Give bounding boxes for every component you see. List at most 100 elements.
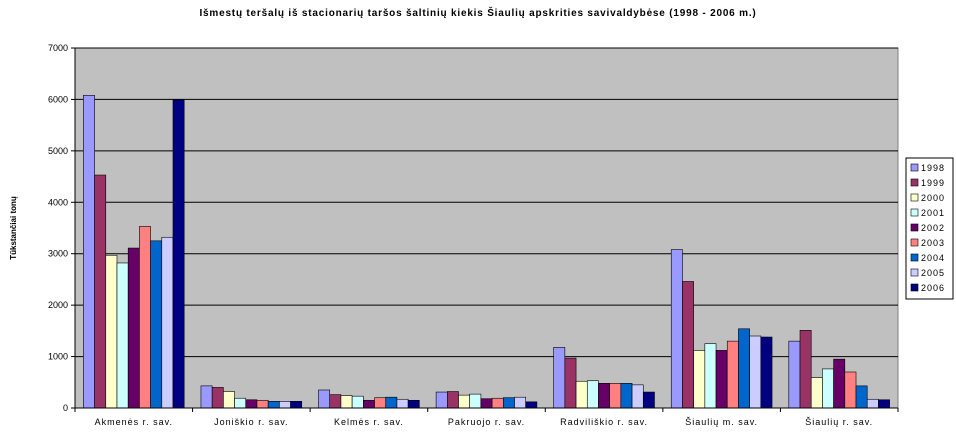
bar bbox=[127, 247, 140, 409]
legend-swatch bbox=[910, 223, 919, 232]
legend-label: 2001 bbox=[921, 208, 945, 218]
y-tick-label: 2000 bbox=[48, 300, 68, 310]
x-tick-label: Šiaulių m. sav. bbox=[685, 417, 758, 427]
y-tick-label: 5000 bbox=[48, 146, 68, 156]
bar bbox=[704, 343, 717, 409]
legend-swatch bbox=[910, 283, 919, 292]
legend-label: 2005 bbox=[921, 268, 945, 278]
legend-label: 1998 bbox=[921, 163, 945, 173]
bar bbox=[480, 398, 493, 409]
x-tick-label: Akmenės r. sav. bbox=[95, 417, 173, 427]
bar bbox=[620, 383, 633, 409]
bar bbox=[738, 328, 750, 409]
bar bbox=[598, 383, 610, 409]
bar bbox=[458, 394, 470, 409]
bar bbox=[351, 395, 364, 409]
bar bbox=[833, 358, 846, 409]
bar bbox=[715, 350, 728, 409]
legend-label: 2003 bbox=[921, 238, 945, 248]
bar bbox=[564, 357, 577, 409]
bar bbox=[553, 347, 566, 409]
bar bbox=[234, 397, 247, 409]
bar bbox=[878, 399, 890, 409]
bar bbox=[318, 389, 331, 409]
bar bbox=[575, 380, 588, 409]
bar bbox=[810, 377, 823, 409]
bar bbox=[799, 330, 812, 409]
bar bbox=[290, 401, 303, 409]
legend-swatch bbox=[910, 253, 919, 262]
bar bbox=[245, 399, 258, 409]
bar bbox=[502, 397, 515, 409]
bar bbox=[374, 397, 387, 409]
bar bbox=[609, 383, 622, 409]
legend-label: 2004 bbox=[921, 253, 945, 263]
y-tick-label: 6000 bbox=[48, 94, 68, 104]
bar bbox=[670, 249, 683, 409]
chart-title: Išmestų teršalų iš stacionarių taršos ša… bbox=[199, 6, 756, 19]
legend-label: 2000 bbox=[921, 193, 945, 203]
bar bbox=[760, 336, 773, 409]
legend-swatch bbox=[910, 178, 919, 187]
bar bbox=[726, 340, 739, 409]
bar bbox=[749, 335, 762, 409]
bar bbox=[105, 254, 118, 409]
bar bbox=[435, 391, 448, 409]
x-tick-label: Radviliškio r. sav. bbox=[560, 417, 648, 427]
x-tick-label: Šiaulių r. sav. bbox=[805, 417, 873, 427]
bar bbox=[693, 350, 706, 409]
legend-label: 2006 bbox=[921, 283, 945, 293]
legend-swatch bbox=[910, 163, 919, 172]
bar bbox=[363, 399, 375, 409]
bar bbox=[631, 384, 644, 409]
x-tick-label: Kelmės r. sav. bbox=[334, 417, 404, 427]
legend-swatch bbox=[910, 238, 919, 247]
bar bbox=[396, 398, 409, 409]
bar bbox=[866, 398, 879, 409]
bar bbox=[150, 240, 163, 409]
bar bbox=[279, 401, 291, 409]
y-tick-label: 3000 bbox=[48, 249, 68, 259]
legend-swatch bbox=[910, 208, 919, 217]
legend-swatch bbox=[910, 193, 919, 202]
axes: 0 1000 2000 3000 4000 5000 6000 7000 Akmenės r. … bbox=[48, 43, 899, 427]
bar bbox=[172, 99, 185, 409]
bar bbox=[256, 399, 269, 409]
bar bbox=[514, 396, 526, 409]
bars bbox=[83, 95, 890, 409]
y-axis-label: Tūkstančiai tonų bbox=[9, 196, 18, 260]
legend-swatch bbox=[910, 268, 919, 277]
legend: 1998 1999 2000 2001 2002 2003 2004 2005 2006 bbox=[905, 157, 954, 300]
bar bbox=[491, 397, 504, 409]
bar bbox=[682, 281, 694, 409]
bar bbox=[211, 387, 224, 409]
bar bbox=[94, 174, 107, 409]
legend-label: 1999 bbox=[921, 178, 945, 188]
bar bbox=[822, 368, 834, 409]
bar bbox=[223, 391, 235, 409]
bar bbox=[407, 399, 420, 409]
bar bbox=[855, 385, 868, 409]
bar bbox=[116, 262, 129, 409]
bar bbox=[586, 380, 599, 409]
gridlines bbox=[75, 47, 898, 358]
bar bbox=[525, 401, 538, 409]
bar bbox=[469, 393, 482, 409]
bar bbox=[161, 236, 174, 409]
bar bbox=[642, 391, 655, 409]
legend-label: 2002 bbox=[921, 223, 945, 233]
bar bbox=[446, 391, 459, 409]
bar bbox=[329, 394, 342, 409]
bar bbox=[844, 371, 857, 409]
x-tick-label: Pakruojo r. sav. bbox=[448, 417, 525, 427]
bar bbox=[340, 395, 353, 409]
bar bbox=[385, 396, 398, 409]
bar bbox=[139, 226, 151, 409]
y-tick-label: 7000 bbox=[48, 43, 68, 53]
bar bbox=[788, 340, 801, 409]
x-tick-label: Joniškio r. sav. bbox=[214, 417, 288, 427]
bar bbox=[267, 401, 280, 409]
bar bbox=[83, 95, 95, 409]
y-tick-label: 1000 bbox=[48, 352, 68, 362]
